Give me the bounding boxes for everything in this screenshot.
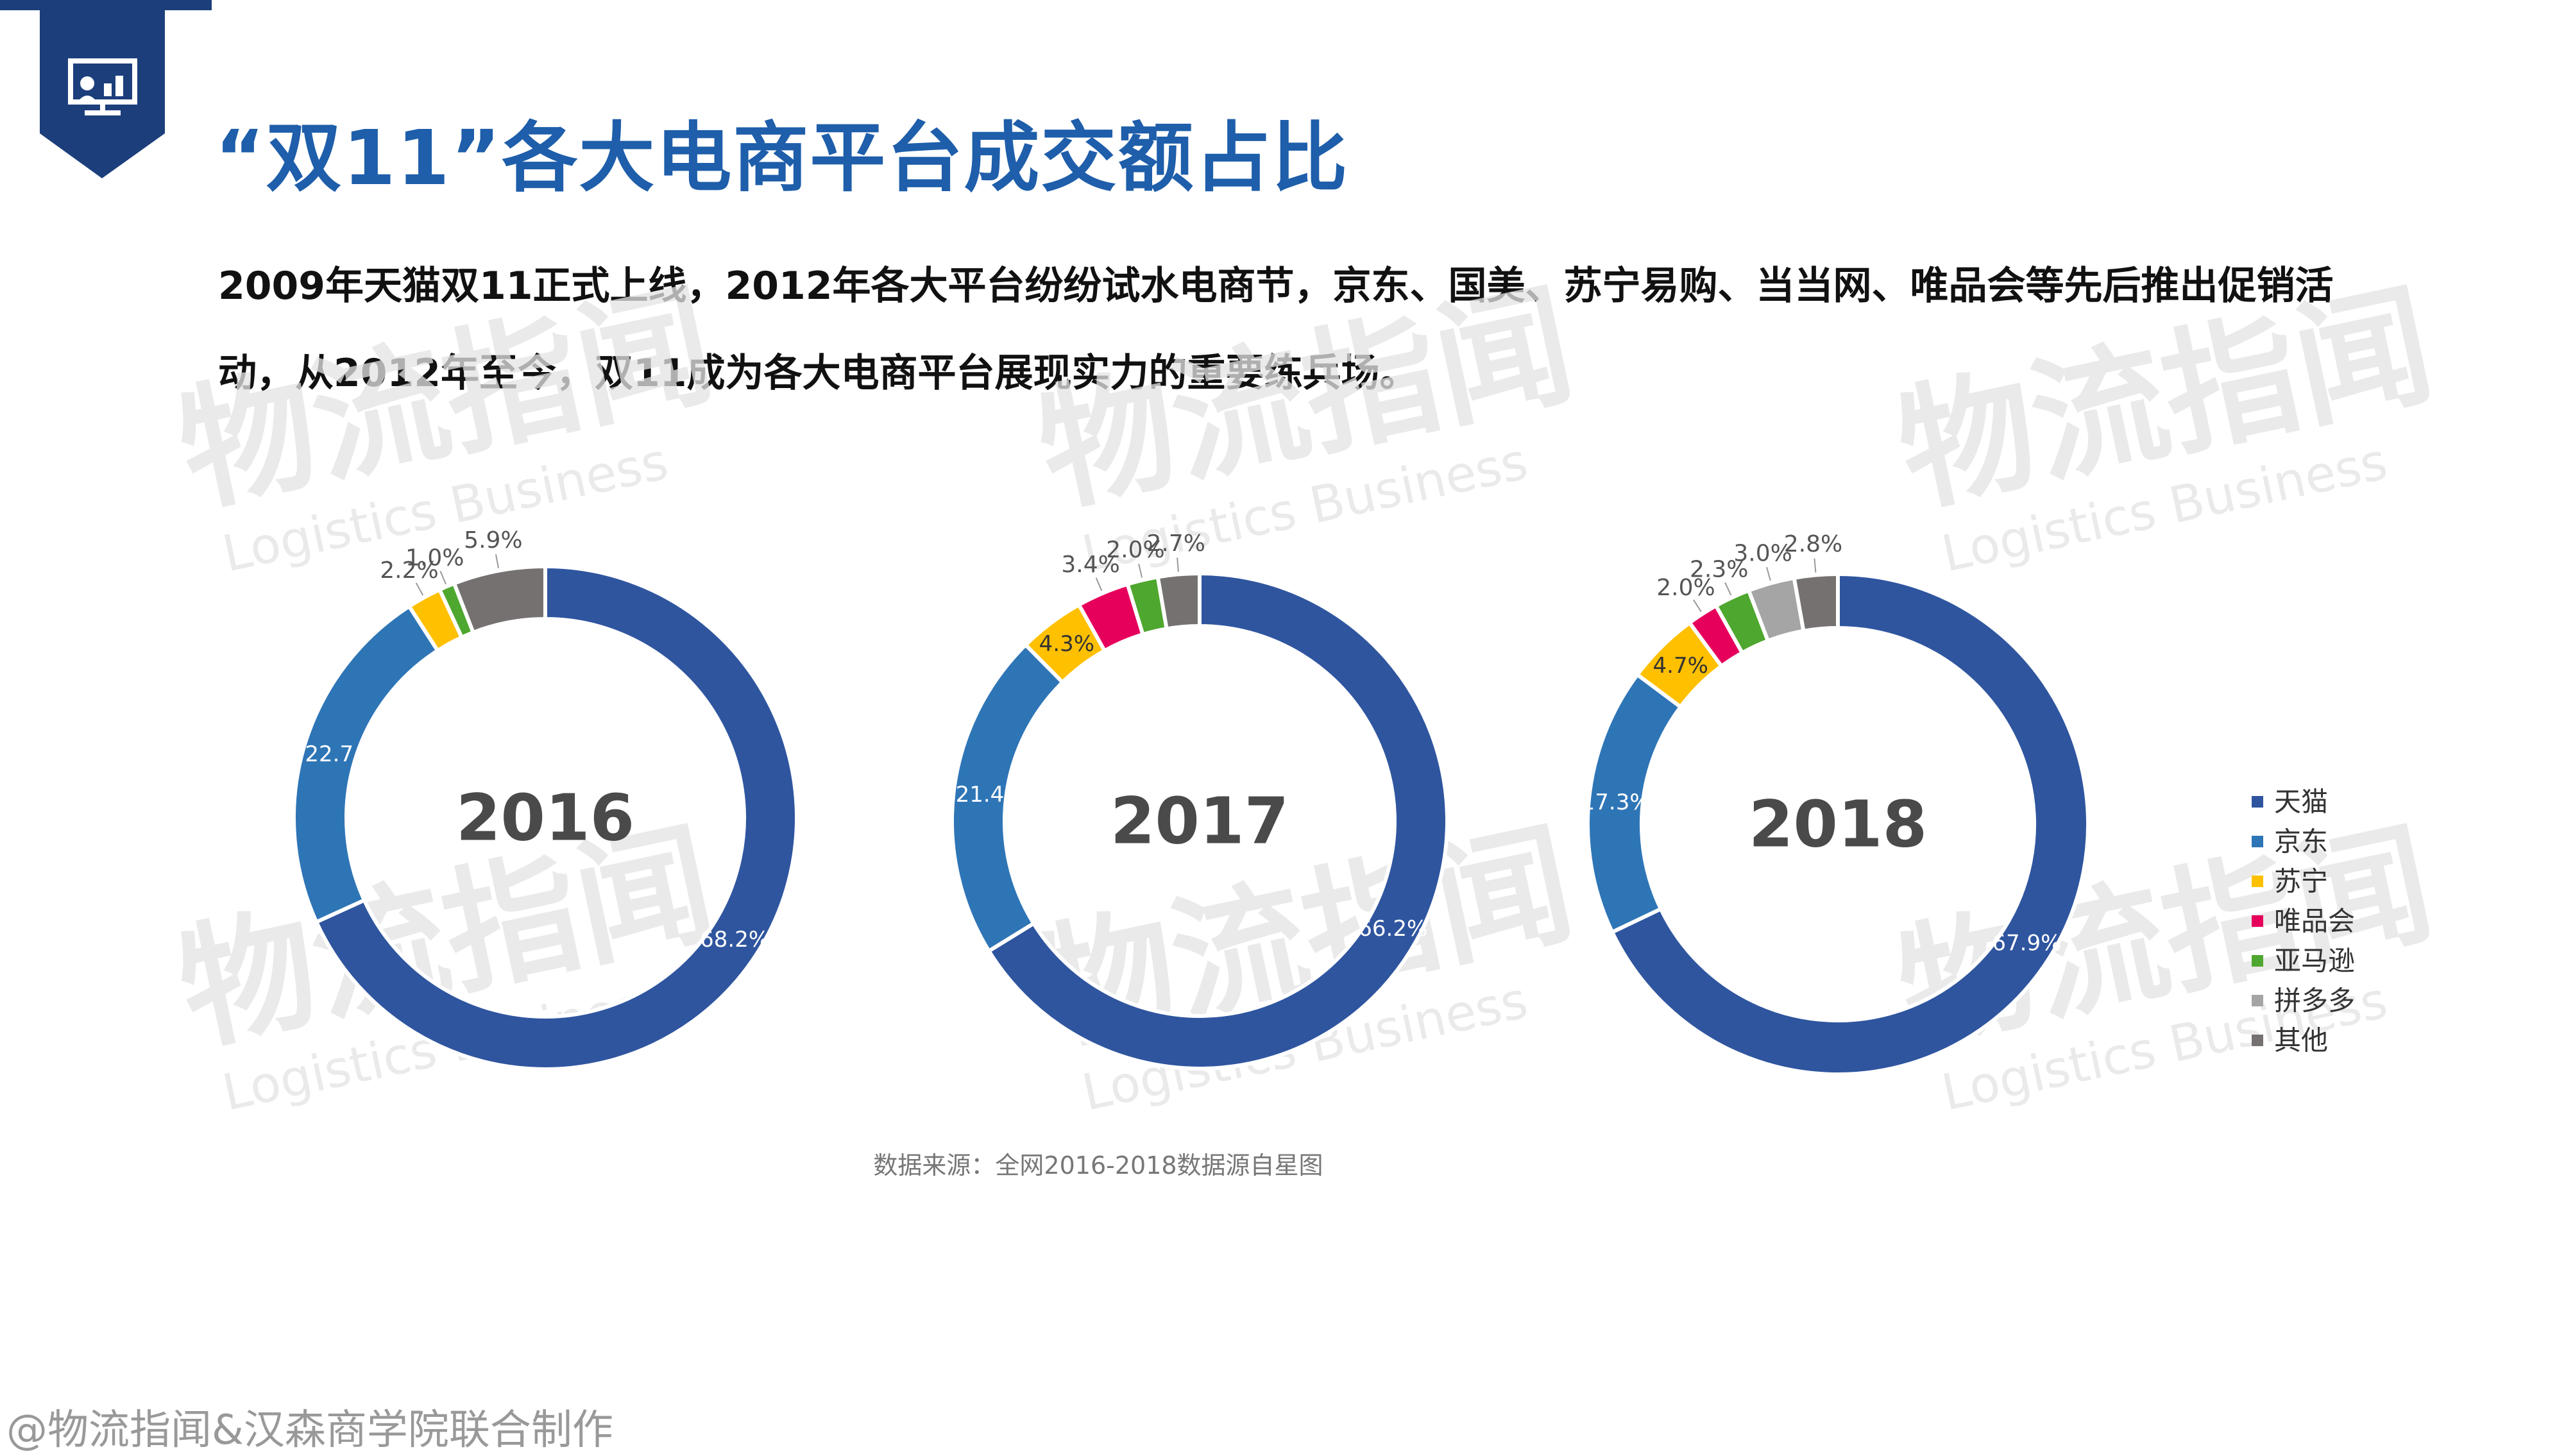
legend-label: 亚马逊 [2274, 945, 2355, 977]
data-label-天猫: 67.9% [1992, 931, 2061, 956]
legend-swatch [2252, 995, 2263, 1006]
legend-label: 其他 [2274, 1025, 2328, 1056]
label-leader-line [1814, 558, 1817, 573]
data-label-唯品会: 3.4% [1061, 552, 1119, 578]
data-source-note: 数据来源：全网2016-2018数据源自星图 [873, 1151, 1323, 1180]
slice-天猫 [986, 571, 1449, 1071]
data-label-亚马逊: 2.3% [1690, 557, 1748, 583]
presentation-badge [40, 0, 165, 178]
data-label-唯品会: 2.0% [1656, 575, 1715, 601]
legend-label: 拼多多 [2274, 985, 2355, 1017]
legend-item-拼多多: 拼多多 [2252, 985, 2355, 1017]
page-title: “双11”各大电商平台成交额占比 [215, 114, 1349, 202]
legend-swatch [2252, 836, 2263, 847]
legend-item-京东: 京东 [2252, 826, 2328, 858]
data-label-苏宁: 4.7% [1653, 653, 1708, 679]
data-label-其他: 2.7% [1146, 530, 1205, 557]
slice-其他 [1792, 571, 1840, 634]
data-label-苏宁: 4.3% [1039, 631, 1094, 657]
slice-其他 [1155, 571, 1202, 631]
label-leader-line [1693, 599, 1702, 613]
data-label-京东: 22.7 [305, 741, 353, 767]
label-leader-line [439, 570, 446, 584]
legend-swatch [2252, 796, 2263, 808]
label-leader-line [1177, 557, 1179, 572]
legend-label: 苏宁 [2274, 866, 2328, 897]
legend-swatch [2252, 1035, 2263, 1046]
legend-swatch [2252, 876, 2263, 887]
donut-chart-2016: 68.2% 22.7 2.2%1.0%5.9% 2016 [292, 527, 799, 1071]
center-year-label: 2017 [1110, 784, 1289, 859]
data-label-其他: 5.9% [464, 527, 522, 554]
legend-item-唯品会: 唯品会 [2252, 906, 2355, 937]
legend-label: 京东 [2274, 826, 2328, 858]
data-label-其他: 2.8% [1784, 531, 1842, 557]
label-leader-line [1766, 566, 1771, 581]
legend-swatch [2252, 915, 2263, 927]
donut-chart-2017: 66.2% 21.4 4.3% 3.4%2.0%2.7% 2017 [950, 530, 1449, 1071]
data-label-京东: 17.3% [1581, 790, 1651, 815]
presentation-board-icon [68, 58, 137, 115]
label-leader-line [415, 582, 424, 596]
data-label-拼多多: 3.0% [1733, 540, 1792, 566]
intro-paragraph: 2009年天猫双11正式上线，2012年各大平台纷纷试水电商节，京东、国美、苏宁… [218, 264, 2334, 396]
legend-swatch [2252, 955, 2263, 967]
slice-天猫 [314, 564, 799, 1071]
slice-其他 [452, 564, 547, 635]
label-leader-line [1095, 577, 1103, 591]
slice-天猫 [1610, 571, 2090, 1076]
data-label-苏宁: 2.2% [380, 557, 438, 584]
legend-label: 天猫 [2274, 786, 2328, 818]
legend-item-其他: 其他 [2252, 1025, 2328, 1056]
data-label-亚马逊: 1.0% [405, 545, 464, 571]
data-label-亚马逊: 2.0% [1106, 537, 1164, 563]
legend-label: 唯品会 [2274, 906, 2355, 937]
data-label-天猫: 68.2% [700, 927, 769, 952]
donut-chart-2018: 67.9% 17.3% 4.7% 2.0%2.3%3.0%2.8% 2018 [1581, 531, 2090, 1076]
credit-footer: @物流指闻&汉森商学院联合制作 [6, 1407, 613, 1454]
donuts-layer: 68.2% 22.7 2.2%1.0%5.9% 2016 66.2% 21.4 4.3% 3.… [292, 527, 2090, 1076]
legend-item-天猫: 天猫 [2252, 786, 2328, 818]
data-label-京东: 21.4 [956, 782, 1005, 808]
center-year-label: 2018 [1749, 787, 1927, 862]
data-label-天猫: 66.2% [1358, 916, 1427, 942]
label-leader-line [495, 554, 500, 568]
center-year-label: 2016 [456, 781, 634, 856]
legend-item-苏宁: 苏宁 [2252, 866, 2328, 897]
label-leader-line [1724, 582, 1732, 596]
legend-item-亚马逊: 亚马逊 [2252, 945, 2355, 977]
label-leader-line [1138, 563, 1143, 578]
